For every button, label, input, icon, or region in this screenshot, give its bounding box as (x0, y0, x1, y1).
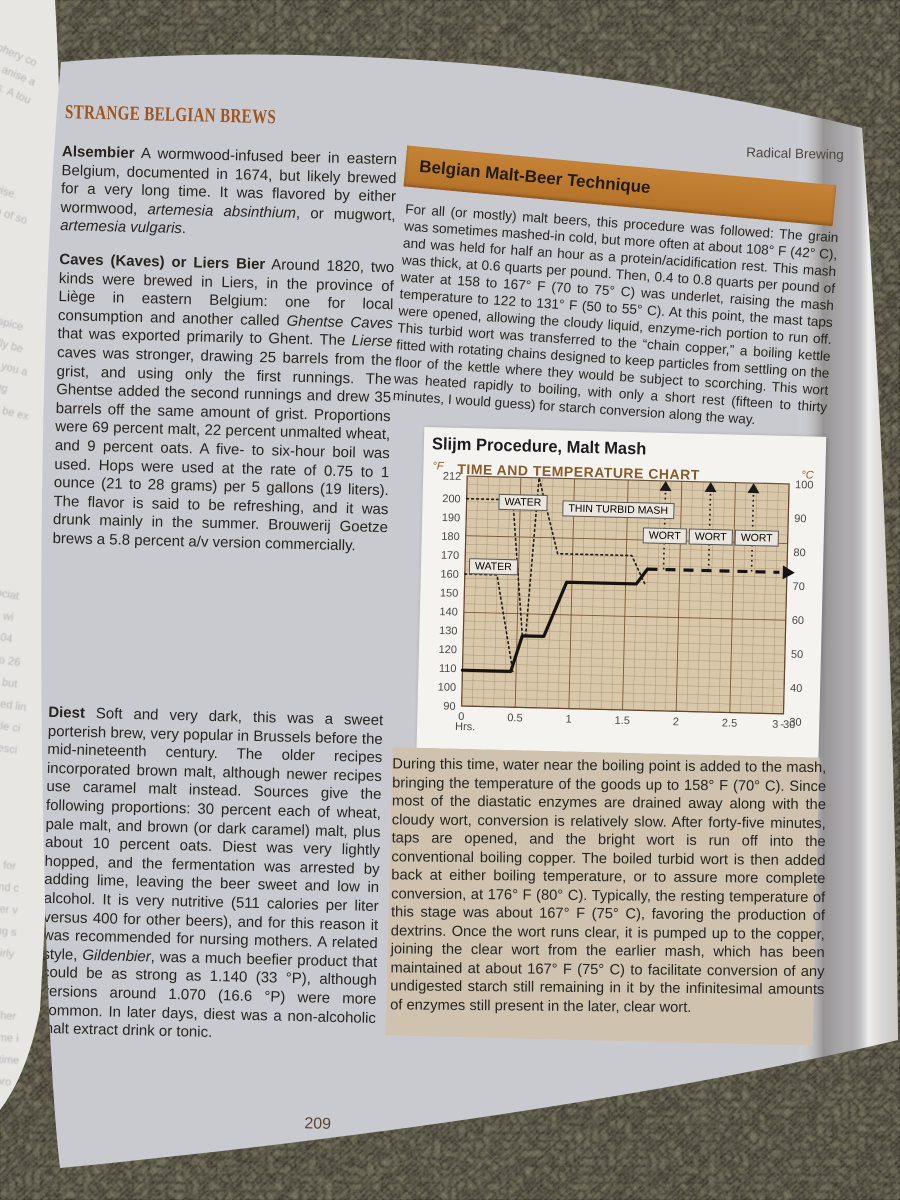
svg-text:120: 120 (438, 644, 457, 656)
svg-text:1.5: 1.5 (614, 715, 630, 727)
svg-text:40: 40 (790, 683, 803, 695)
svg-text:2: 2 (673, 716, 679, 728)
svg-text:200: 200 (442, 493, 461, 505)
svg-text:100: 100 (795, 479, 814, 491)
svg-text:190: 190 (442, 512, 461, 524)
svg-text:80: 80 (793, 547, 806, 559)
svg-text:50: 50 (791, 649, 804, 661)
svg-text:-: - (780, 719, 784, 731)
svg-text:100: 100 (438, 682, 457, 694)
svg-text:160: 160 (440, 568, 459, 580)
svg-text:130: 130 (439, 625, 458, 637)
svg-text:90: 90 (443, 701, 456, 713)
svg-text:90: 90 (794, 513, 807, 525)
svg-text:0.5: 0.5 (507, 712, 523, 724)
svg-text:1: 1 (565, 714, 571, 726)
svg-text:2.5: 2.5 (722, 717, 738, 729)
svg-text:3: 3 (772, 719, 778, 731)
svg-text:150: 150 (440, 587, 459, 599)
svg-text:60: 60 (792, 615, 805, 627)
svg-text:70: 70 (792, 581, 805, 593)
svg-text:170: 170 (441, 550, 460, 562)
svg-text:30: 30 (783, 719, 796, 731)
svg-text:140: 140 (439, 606, 458, 618)
svg-text:212: 212 (443, 470, 462, 482)
svg-text:180: 180 (441, 531, 460, 543)
svg-text:110: 110 (439, 663, 457, 675)
